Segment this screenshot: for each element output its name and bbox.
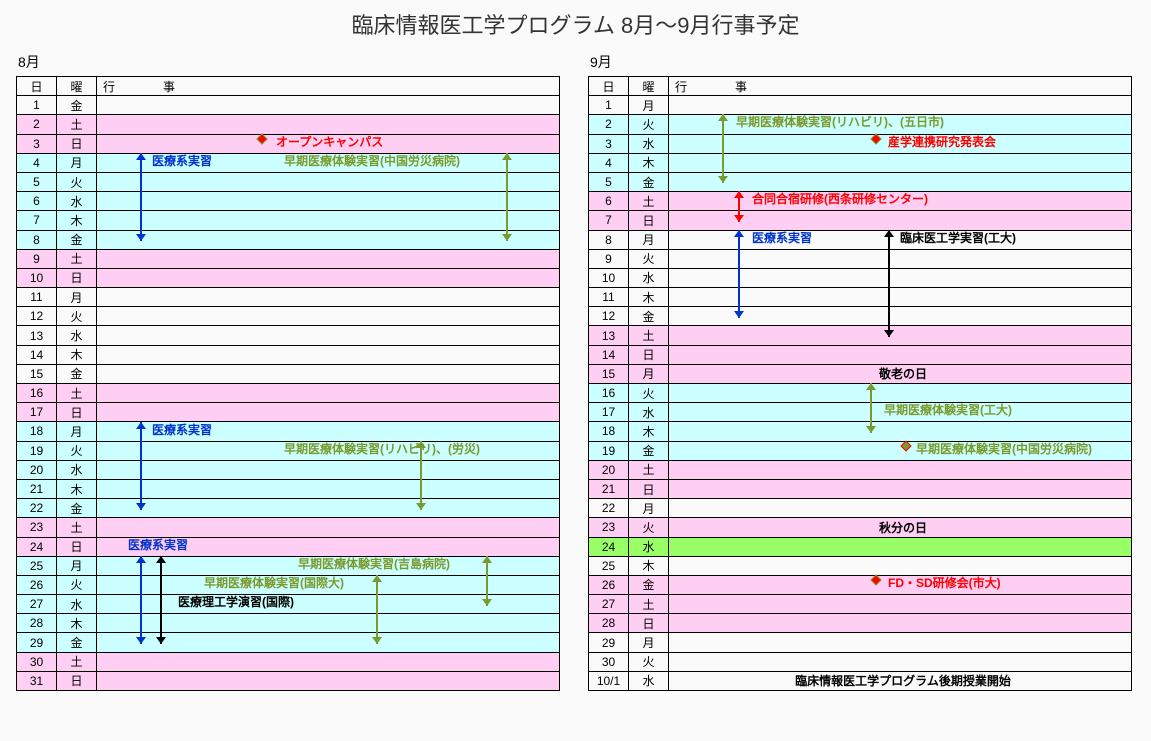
table-row: 29月 [589,633,1132,652]
th-dow: 曜 [629,77,669,96]
table-row: 6水 [17,192,560,211]
table-aug: 日 曜 行 事 1金2土3日4月5火6水7木8金9土10日11月12火13水14… [16,76,560,691]
table-row: 28木 [17,614,560,633]
table-row: 23土 [17,518,560,537]
table-row: 3水 [589,134,1132,153]
table-row: 8月 [589,230,1132,249]
table-row: 1金 [17,96,560,115]
table-row: 15月敬老の日 [589,364,1132,383]
table-row: 23火秋分の日 [589,518,1132,537]
table-row: 29金 [17,633,560,652]
table-row: 17日 [17,403,560,422]
table-row: 25月 [17,556,560,575]
table-row: 10日 [17,268,560,287]
table-row: 2火 [589,115,1132,134]
table-row: 3日 [17,134,560,153]
table-row: 5金 [589,172,1132,191]
table-row: 11月 [17,288,560,307]
table-row: 16土 [17,384,560,403]
table-row: 21日 [589,479,1132,498]
table-row: 24日 [17,537,560,556]
table-row: 9土 [17,249,560,268]
table-row: 18木 [589,422,1132,441]
table-row: 19金 [589,441,1132,460]
table-row: 4木 [589,153,1132,172]
table-row: 19火 [17,441,560,460]
table-sep: 日 曜 行 事 1月2火3水4木5金6土7日8月9火10水11木12金13土14… [588,76,1132,691]
table-row: 13水 [17,326,560,345]
table-row: 12金 [589,307,1132,326]
table-row: 28日 [589,614,1132,633]
table-row: 11木 [589,288,1132,307]
table-row: 1月 [589,96,1132,115]
page-title: 臨床情報医工学プログラム 8月～9月行事予定 [0,0,1151,48]
table-row: 10水 [589,268,1132,287]
th-day: 日 [589,77,629,96]
table-row: 24水 [589,537,1132,556]
table-row: 25木 [589,556,1132,575]
month-label-sep: 9月 [588,48,1132,76]
calendar-aug: 8月 日 曜 行 事 1金2土3日4月5火6水7木8金9土10日11月12火13… [16,48,560,691]
th-event: 行 事 [97,77,560,96]
table-row: 6土 [589,192,1132,211]
calendars-wrap: 8月 日 曜 行 事 1金2土3日4月5火6水7木8金9土10日11月12火13… [0,48,1151,691]
calendar-sep: 9月 日 曜 行 事 1月2火3水4木5金6土7日8月9火10水11木12金13… [588,48,1132,691]
table-row: 22月 [589,499,1132,518]
table-row: 26金 [589,575,1132,594]
table-row: 18月 [17,422,560,441]
table-row: 30火 [589,652,1132,671]
table-row: 14日 [589,345,1132,364]
table-row: 4月 [17,153,560,172]
table-row: 30土 [17,652,560,671]
table-row: 20土 [589,460,1132,479]
table-row: 27水 [17,595,560,614]
table-row: 13土 [589,326,1132,345]
month-label-aug: 8月 [16,48,560,76]
table-row: 27土 [589,595,1132,614]
table-row: 10/1水臨床情報医工学プログラム後期授業開始 [589,671,1132,690]
th-dow: 曜 [57,77,97,96]
table-row: 31日 [17,671,560,690]
table-row: 20水 [17,460,560,479]
table-row: 7木 [17,211,560,230]
table-row: 14木 [17,345,560,364]
table-row: 5火 [17,172,560,191]
th-day: 日 [17,77,57,96]
table-row: 22金 [17,499,560,518]
table-row: 7日 [589,211,1132,230]
table-row: 21木 [17,479,560,498]
table-row: 26火 [17,575,560,594]
table-row: 15金 [17,364,560,383]
table-row: 17水 [589,403,1132,422]
table-row: 2土 [17,115,560,134]
table-row: 12火 [17,307,560,326]
table-row: 16火 [589,384,1132,403]
th-event: 行 事 [669,77,1132,96]
table-row: 8金 [17,230,560,249]
table-row: 9火 [589,249,1132,268]
